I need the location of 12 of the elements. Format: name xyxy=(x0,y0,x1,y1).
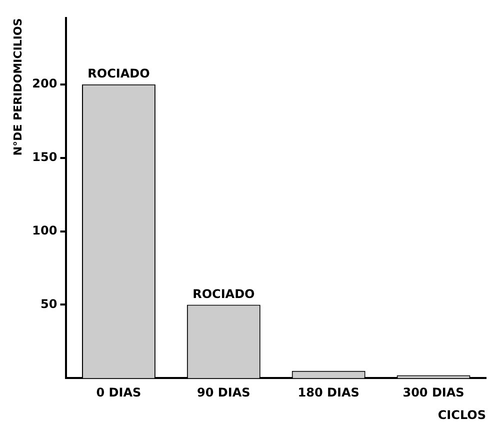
x-tick-label: 90 DIAS xyxy=(197,386,250,400)
x-tick-label: 180 DIAS xyxy=(298,386,360,400)
y-tick-label: 150 xyxy=(32,150,58,164)
x-tick-label: 300 DIAS xyxy=(402,386,464,400)
annotation: ROCIADO xyxy=(192,286,255,301)
y-tick-label: 200 xyxy=(32,76,58,90)
x-tick-label: 0 DIAS xyxy=(96,386,142,400)
annotation: ROCIADO xyxy=(88,66,150,80)
x-axis-title: CICLOS xyxy=(438,408,486,422)
y-tick-label: 50 xyxy=(40,296,58,311)
y-tick-label: 100 xyxy=(32,223,58,238)
y-axis-title: N°DE PERIDOMICILIOS xyxy=(11,18,24,156)
